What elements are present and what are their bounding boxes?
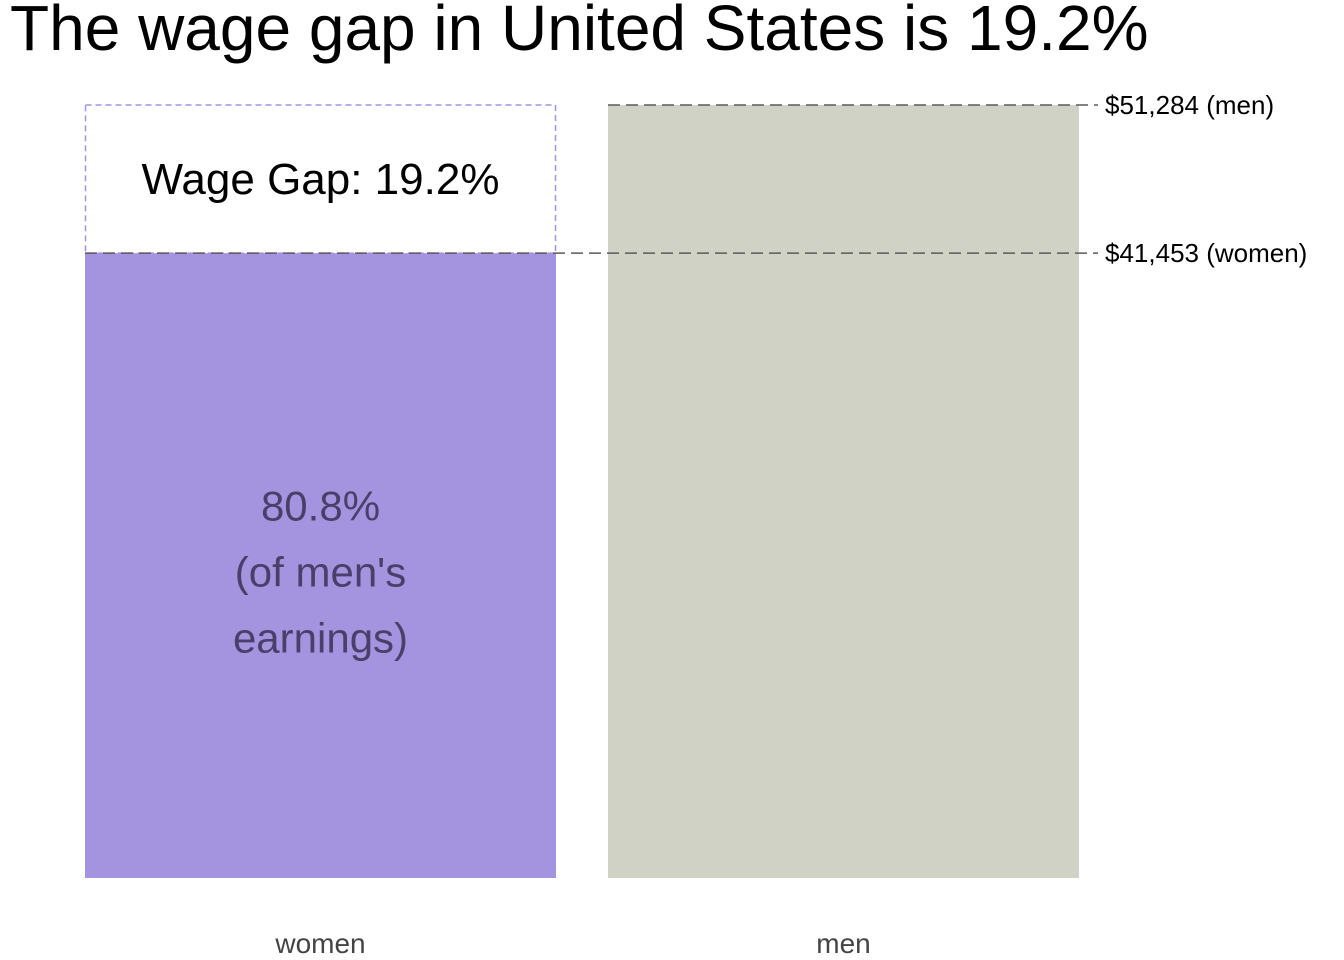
bar-men [608,105,1079,878]
reference-label-0: $51,284 (men) [1105,90,1274,120]
bar-women [85,253,556,878]
x-tick-label-women: women [274,928,365,959]
chart-title: The wage gap in United States is 19.2% [10,0,1149,64]
bars-layer [85,105,1079,878]
bar-annotation-line-0: 80.8% [261,483,380,530]
x-tick-label-men: men [816,928,870,959]
bar-annotation-line-1: (of men's [235,549,406,596]
labels-layer: women men Wage Gap: 19.2% $51,284 (men) $41,… [142,90,1308,959]
wage-gap-label: Wage Gap: 19.2% [142,155,500,204]
reference-lines-layer [85,104,1098,254]
reference-label-1: $41,453 (women) [1105,238,1307,268]
bar-annotation-line-2: earnings) [233,615,408,662]
